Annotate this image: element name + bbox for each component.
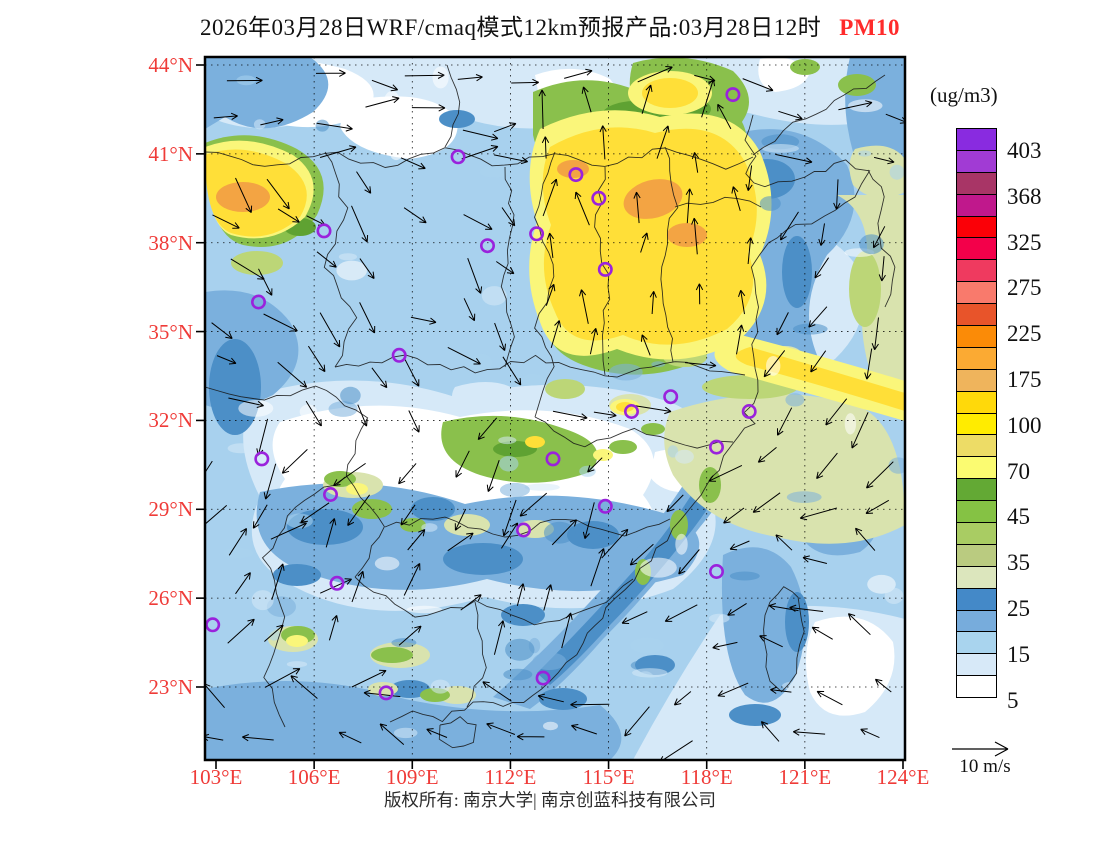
- wind-scale-arrow-icon: [952, 741, 1009, 757]
- station-marker: [597, 261, 613, 277]
- copyright-text: 版权所有: 南京大学| 南京创蓝科技有限公司: [383, 790, 717, 810]
- lon-tick-label: 109°E: [385, 765, 439, 789]
- legend-color-box: [956, 675, 997, 699]
- legend-color-box: [956, 325, 997, 348]
- legend-value-label: 35: [1007, 550, 1030, 576]
- station-marker: [725, 87, 741, 103]
- lat-tick-label: 26°N: [148, 586, 193, 611]
- station-marker: [741, 403, 757, 419]
- station-marker: [529, 226, 545, 242]
- legend-color-box: [956, 653, 997, 677]
- station-marker: [515, 522, 531, 538]
- lat-tick-label: 41°N: [148, 141, 193, 166]
- legend-value-label: 15: [1007, 641, 1030, 667]
- legend-color-box: [956, 193, 997, 217]
- legend-color-box: [956, 631, 997, 655]
- legend-color-box: [956, 390, 997, 414]
- lat-tick-label: 29°N: [148, 497, 193, 522]
- legend-value-label: 225: [1007, 321, 1042, 347]
- legend-value-label: 275: [1007, 275, 1042, 301]
- fill-texture: [223, 66, 905, 739]
- legend-color-box: [956, 149, 997, 173]
- legend-color-box: [956, 215, 997, 239]
- legend-color-box: [956, 478, 997, 502]
- lon-tick-label: 124°E: [876, 765, 930, 789]
- legend-color-box: [956, 237, 997, 261]
- station-marker: [597, 498, 613, 514]
- lon-tick-label: 121°E: [778, 765, 832, 789]
- legend-color-box: [956, 346, 997, 370]
- legend-color-box: [956, 543, 997, 567]
- legend-color-box: [956, 171, 997, 195]
- legend-color-box: [956, 609, 997, 633]
- legend-value-label: 368: [1007, 183, 1042, 209]
- legend-color-box: [956, 281, 997, 305]
- station-marker: [623, 403, 639, 419]
- station-marker: [708, 563, 724, 579]
- latlon-gridlines: [205, 57, 905, 760]
- station-marker: [378, 685, 394, 701]
- station-marker: [205, 617, 221, 633]
- station-marker: [329, 575, 345, 591]
- station-marker: [450, 149, 466, 165]
- legend-color-box: [956, 434, 997, 458]
- map-frame: [203, 55, 907, 762]
- station-marker: [708, 439, 724, 455]
- legend-color-box: [956, 565, 997, 589]
- station-markers: [205, 87, 757, 701]
- station-marker: [663, 389, 679, 405]
- legend-color-box: [956, 456, 997, 480]
- legend-value-label: 403: [1007, 137, 1042, 163]
- lon-tick-label: 115°E: [582, 765, 635, 789]
- station-marker: [250, 294, 266, 310]
- lat-tick-label: 23°N: [148, 674, 193, 699]
- legend-color-box: [956, 522, 997, 545]
- lon-tick-label: 118°E: [680, 765, 733, 789]
- legend-unit-label: (ug/m3): [930, 83, 998, 107]
- lon-tick-label: 103°E: [189, 765, 243, 789]
- station-marker: [535, 670, 551, 686]
- station-marker: [568, 167, 584, 183]
- lon-tick-label: 112°E: [484, 765, 537, 789]
- legend-color-box: [956, 368, 997, 392]
- lat-tick-label: 35°N: [148, 319, 193, 344]
- station-marker: [545, 451, 561, 467]
- legend-value-label: 5: [1007, 687, 1019, 713]
- station-marker: [323, 486, 339, 502]
- legend-color-box: [956, 128, 997, 151]
- station-marker: [391, 347, 407, 363]
- pm10-fill-field: [205, 57, 905, 760]
- lat-tick-label: 32°N: [148, 408, 193, 433]
- station-marker: [591, 190, 607, 206]
- legend-colorbar: [956, 128, 997, 699]
- legend-value-label: 45: [1007, 504, 1030, 530]
- legend-value-label: 175: [1007, 366, 1042, 392]
- lat-tick-label: 44°N: [148, 53, 193, 77]
- legend-color-box: [956, 500, 997, 524]
- station-marker: [479, 238, 495, 254]
- station-marker: [254, 451, 270, 467]
- page-title: 2026年03月28日WRF/cmaq模式12km预报产品:03月28日12时 P…: [0, 8, 1100, 42]
- lat-tick-label: 38°N: [148, 230, 193, 255]
- legend-color-box: [956, 587, 997, 611]
- lon-tick-label: 106°E: [287, 765, 341, 789]
- legend-color-box: [956, 412, 997, 436]
- legend-value-label: 100: [1007, 412, 1042, 438]
- axis-ticks: [196, 64, 904, 769]
- wind-scale-label: 10 m/s: [959, 756, 1011, 777]
- station-marker: [316, 223, 332, 239]
- legend-value-label: 325: [1007, 229, 1042, 255]
- title-text: 2026年03月28日WRF/cmaq模式12km预报产品:03月28日12时: [199, 15, 822, 40]
- species-label: PM10: [839, 15, 901, 40]
- legend-value-label: 25: [1007, 595, 1030, 621]
- legend-value-label: 70: [1007, 458, 1030, 484]
- legend-color-box: [956, 259, 997, 283]
- legend-color-box: [956, 303, 997, 327]
